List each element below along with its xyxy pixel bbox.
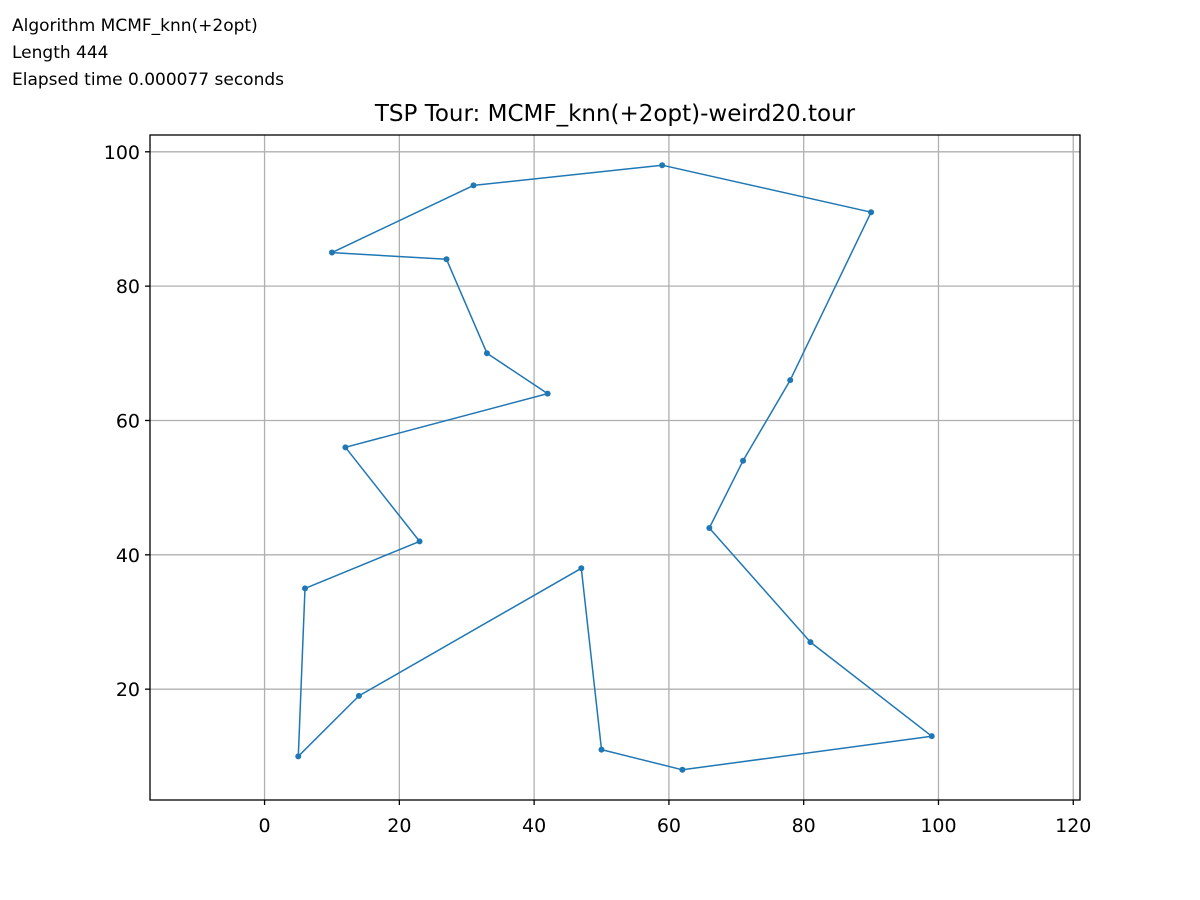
y-tick-label: 20	[116, 679, 140, 701]
city-point	[544, 390, 551, 397]
city-point	[416, 538, 423, 545]
city-point	[295, 753, 302, 760]
city-points	[295, 162, 935, 773]
chart-title: TSP Tour: MCMF_knn(+2opt)-weird20.tour	[374, 101, 856, 127]
city-point	[328, 249, 335, 256]
city-point	[598, 746, 605, 753]
city-point	[787, 377, 794, 384]
city-point	[928, 733, 935, 740]
axes-frame	[149, 134, 1081, 801]
city-point	[740, 457, 747, 464]
city-point	[706, 524, 713, 531]
tour-path	[297, 164, 933, 771]
tour-length-label: Length 444	[12, 43, 109, 63]
y-tick-label: 60	[116, 410, 140, 432]
city-point	[443, 256, 450, 263]
city-point	[355, 692, 362, 699]
city-point	[868, 209, 875, 216]
x-tick-label: 80	[792, 815, 816, 837]
grid-lines	[150, 135, 1080, 800]
tour-line	[297, 164, 933, 771]
y-tick-label: 40	[116, 545, 140, 567]
axis-ticks: 0 20 40 60 80 100 120 20 40 60 80 100	[104, 142, 1092, 837]
x-tick-label: 120	[1055, 815, 1091, 837]
y-tick-label: 80	[116, 276, 140, 298]
city-point	[342, 444, 349, 451]
city-point	[483, 350, 490, 357]
x-tick-label: 60	[657, 815, 681, 837]
y-tick-label: 100	[104, 142, 140, 164]
x-tick-label: 20	[387, 815, 411, 837]
x-tick-label: 40	[522, 815, 546, 837]
city-point	[659, 162, 666, 169]
elapsed-time-label: Elapsed time 0.000077 seconds	[12, 70, 284, 90]
city-point	[679, 766, 686, 773]
city-point	[302, 585, 308, 592]
x-tick-label: 0	[259, 815, 271, 837]
x-tick-label: 100	[920, 815, 956, 837]
city-point	[578, 565, 585, 572]
city-point	[807, 639, 814, 646]
city-point	[470, 182, 477, 189]
algorithm-label: Algorithm MCMF_knn(+2opt)	[12, 16, 258, 36]
